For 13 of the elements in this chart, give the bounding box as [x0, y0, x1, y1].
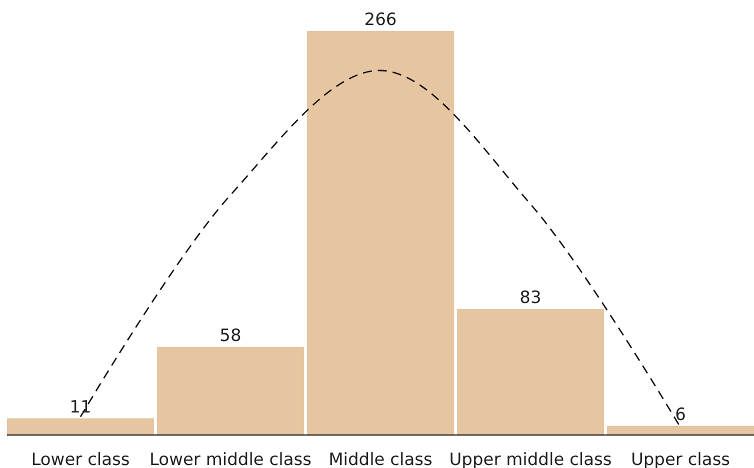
- x-tick-label: Lower middle class: [150, 450, 312, 468]
- bar: [307, 31, 454, 435]
- x-tick-label: Lower class: [31, 450, 130, 468]
- data-label: 83: [520, 288, 542, 308]
- x-tick-label: Middle class: [328, 450, 433, 468]
- bar: [607, 426, 754, 435]
- data-label: 266: [364, 10, 397, 30]
- data-label: 11: [70, 397, 92, 418]
- data-label: 6: [675, 404, 686, 425]
- bar: [157, 346, 304, 435]
- bar: [457, 308, 604, 435]
- data-label: 58: [220, 326, 242, 346]
- bar: [7, 418, 154, 435]
